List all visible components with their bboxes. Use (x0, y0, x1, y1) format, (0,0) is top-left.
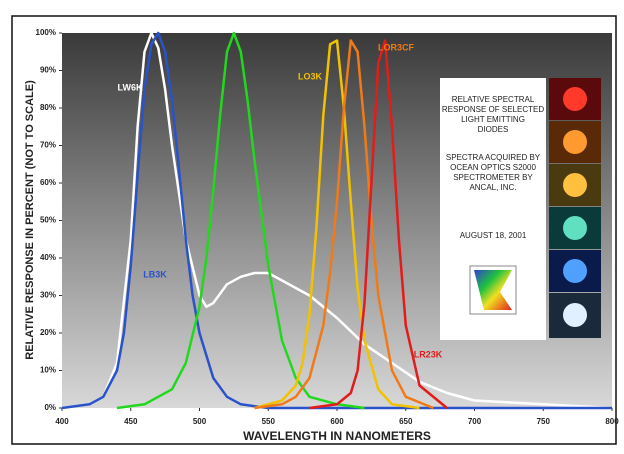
series-label: LB3K (143, 269, 167, 279)
series-line (254, 39, 434, 410)
y-tick-label: 20% (40, 328, 56, 337)
y-tick-label: 50% (40, 216, 56, 225)
y-tick-label: 40% (40, 253, 56, 262)
x-tick-label: 450 (124, 417, 138, 426)
y-tick-label: 80% (40, 103, 56, 112)
x-tick-label: 550 (262, 417, 276, 426)
y-tick-label: 0% (44, 403, 56, 412)
series-label: LR23K (414, 349, 443, 359)
y-axis-title: RELATIVE RESPONSE IN PERCENT (NOT TO SCA… (24, 80, 36, 360)
y-tick-label: 70% (40, 141, 56, 150)
series-line (61, 31, 612, 410)
y-tick-label: 90% (40, 66, 56, 75)
series-line (61, 31, 613, 410)
y-tick-label: 100% (36, 28, 56, 37)
y-tick-label: 30% (40, 291, 56, 300)
series-label: LOR3CF (378, 42, 415, 52)
y-tick-label: 10% (40, 366, 56, 375)
x-tick-label: 750 (537, 417, 551, 426)
info-text: RELATIVE SPECTRAL RESPONSE OF SELECTED LIG… (442, 95, 544, 134)
x-axis-title: WAVELENGTH IN NANOMETERS (243, 429, 431, 443)
series-line (116, 31, 365, 410)
series-line (309, 39, 448, 410)
x-tick-label: 650 (399, 417, 413, 426)
info-text: SPECTRA ACQUIRED BY OCEAN OPTICS S2000 SPE… (446, 153, 541, 192)
x-tick-label: 600 (330, 417, 344, 426)
x-tick-label: 400 (55, 417, 69, 426)
x-tick-label: 500 (193, 417, 207, 426)
series-label: LO3K (298, 71, 323, 81)
x-tick-label: 800 (605, 417, 619, 426)
info-text: AUGUST 18, 2001 (460, 231, 527, 240)
logo (469, 265, 517, 315)
y-tick-label: 60% (40, 178, 56, 187)
series-label: LW6K (117, 82, 143, 92)
led-photos (549, 78, 601, 338)
x-tick-label: 700 (468, 417, 482, 426)
series-line (254, 39, 420, 410)
